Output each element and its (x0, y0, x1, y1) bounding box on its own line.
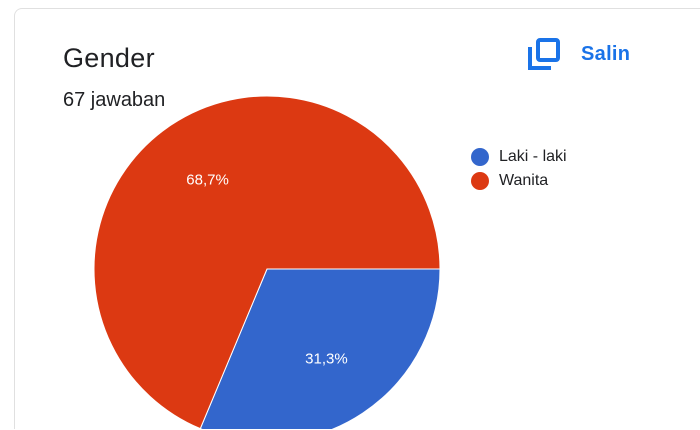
copy-button[interactable]: Salin (527, 37, 630, 71)
chart-title: Gender (63, 43, 155, 73)
legend-item-1[interactable]: Laki - laki (471, 145, 567, 169)
pie-chart: 31,3% 68,7% (93, 95, 441, 429)
pie-slice-label-1: 31,3% (305, 350, 348, 367)
pie-slice-label-2: 68,7% (186, 172, 229, 189)
legend-swatch (471, 172, 489, 190)
response-count: 67 jawaban (63, 89, 166, 111)
legend: Laki - laki Wanita (471, 145, 567, 193)
legend-label: Laki - laki (499, 148, 567, 165)
pie-slice-2 (93, 95, 441, 429)
legend-label: Wanita (499, 172, 549, 189)
legend-item-2[interactable]: Wanita (471, 169, 567, 193)
legend-swatch (471, 148, 489, 166)
copy-icon (528, 38, 560, 70)
pie-slice-1 (199, 268, 441, 429)
copy-label: Salin (581, 42, 631, 65)
chart-card: Gender 67 jawaban Salin 31,3% 68,7% Laki … (14, 8, 700, 429)
